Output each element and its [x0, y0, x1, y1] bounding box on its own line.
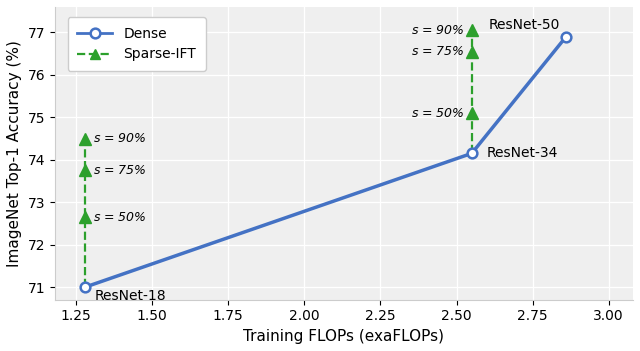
Legend: Dense, Sparse-IFT: Dense, Sparse-IFT [68, 17, 205, 71]
Dense [468, 151, 476, 155]
Dense [81, 285, 89, 289]
Text: $s$ = 90%: $s$ = 90% [93, 132, 147, 145]
Text: ResNet-34: ResNet-34 [487, 146, 558, 160]
Text: ResNet-50: ResNet-50 [489, 18, 560, 32]
Text: $s$ = 75%: $s$ = 75% [93, 164, 147, 177]
Line: Dense: Dense [81, 32, 571, 292]
Text: $s$ = 50%: $s$ = 50% [411, 107, 464, 120]
Dense [563, 34, 570, 39]
Text: $s$ = 75%: $s$ = 75% [411, 45, 464, 58]
Text: $s$ = 50%: $s$ = 50% [93, 211, 147, 224]
X-axis label: Training FLOPs (exaFLOPs): Training FLOPs (exaFLOPs) [243, 329, 444, 344]
Y-axis label: ImageNet Top-1 Accuracy (%): ImageNet Top-1 Accuracy (%) [7, 40, 22, 267]
Text: ResNet-18: ResNet-18 [95, 289, 166, 303]
Text: $s$ = 90%: $s$ = 90% [411, 24, 464, 37]
